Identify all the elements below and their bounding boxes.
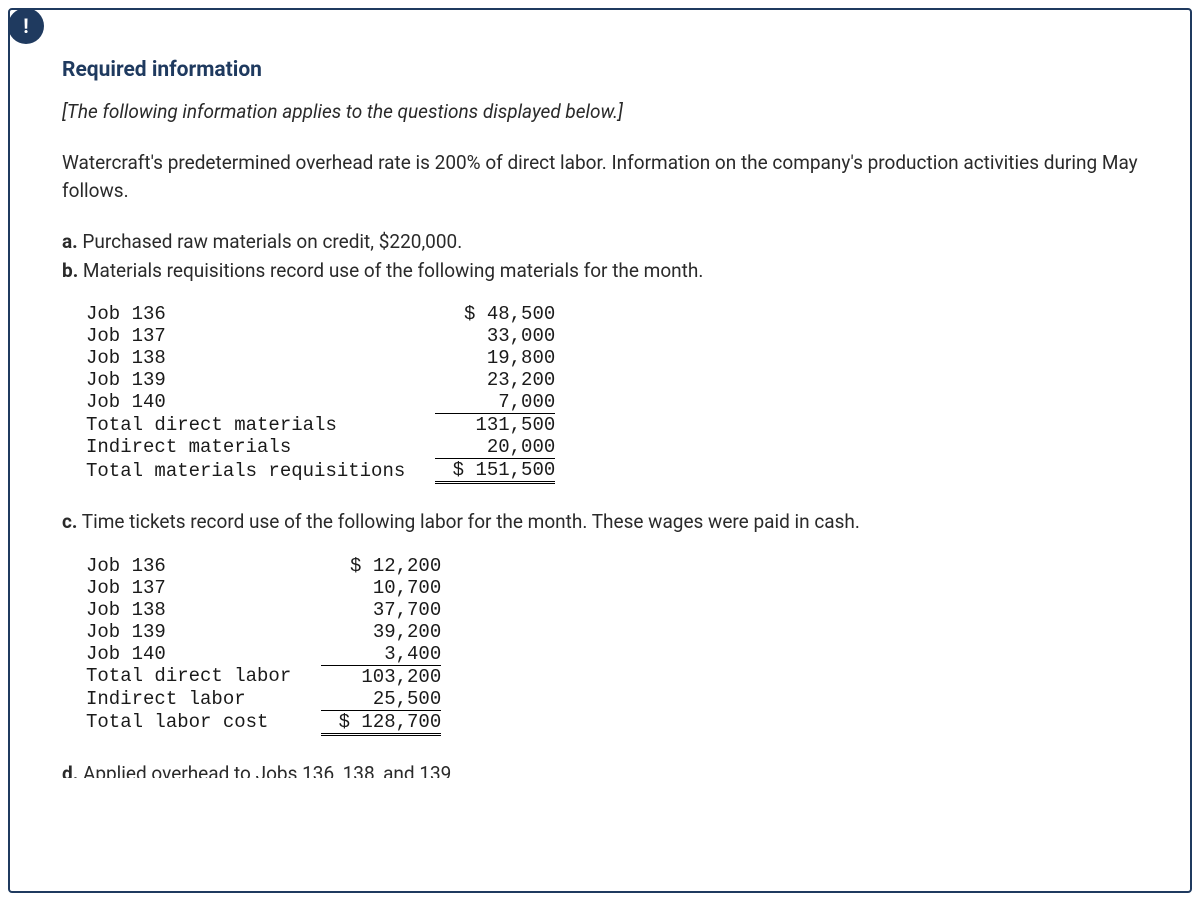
row-label: Job 137 <box>86 577 321 599</box>
table-row: Job 136$ 12,200 <box>86 555 441 577</box>
table-row: Job 1403,400 <box>86 643 441 666</box>
item-d-letter: d. <box>62 762 78 778</box>
item-c-text: Time tickets record use of the following… <box>82 510 860 533</box>
intro-note: [The following information applies to th… <box>62 100 1138 123</box>
item-c-letter: c. <box>62 510 77 533</box>
row-label: Job 139 <box>86 369 435 391</box>
alert-badge: ! <box>8 8 44 44</box>
item-a: a. Purchased raw materials on credit, $2… <box>62 228 1138 257</box>
row-label: Job 136 <box>86 555 321 577</box>
section-heading: Required information <box>62 58 1138 82</box>
row-label: Job 137 <box>86 325 435 347</box>
row-value: 23,200 <box>435 369 555 391</box>
table-row: Job 13710,700 <box>86 577 441 599</box>
exclamation-icon: ! <box>23 14 28 38</box>
table-row: Job 13923,200 <box>86 369 555 391</box>
item-d-text: Applied overhead to Jobs 136, 138, and 1… <box>83 762 451 778</box>
subtotal-row: Total direct materials131,500 <box>86 414 555 437</box>
table-row: Indirect materials20,000 <box>86 436 555 459</box>
total-row: Total labor cost$ 128,700 <box>86 710 441 734</box>
item-b-letter: b. <box>62 259 78 282</box>
row-label: Job 140 <box>86 643 321 666</box>
row-value: 20,000 <box>435 436 555 459</box>
row-value: 37,700 <box>321 599 441 621</box>
row-label: Job 138 <box>86 599 321 621</box>
row-label: Total labor cost <box>86 710 321 734</box>
row-label: Total direct labor <box>86 665 321 688</box>
table-row: Indirect labor25,500 <box>86 688 441 711</box>
materials-table: Job 136$ 48,500 Job 13733,000 Job 13819,… <box>86 303 555 484</box>
item-a-letter: a. <box>62 230 78 253</box>
row-label: Job 136 <box>86 303 435 325</box>
row-value: 3,400 <box>321 643 441 666</box>
table-row: Job 13733,000 <box>86 325 555 347</box>
item-b: b. Materials requisitions record use of … <box>62 257 1138 286</box>
row-value: $ 128,700 <box>321 710 441 734</box>
table-row: Job 13939,200 <box>86 621 441 643</box>
row-label: Job 140 <box>86 391 435 414</box>
row-value: 39,200 <box>321 621 441 643</box>
row-label: Indirect materials <box>86 436 435 459</box>
row-value: $ 12,200 <box>321 555 441 577</box>
table-row: Job 1407,000 <box>86 391 555 414</box>
row-value: $ 151,500 <box>435 459 555 483</box>
row-value: $ 48,500 <box>435 303 555 325</box>
table-row: Job 13819,800 <box>86 347 555 369</box>
row-label: Indirect labor <box>86 688 321 711</box>
table-row: Job 136$ 48,500 <box>86 303 555 325</box>
item-d-cutoff: d. Applied overhead to Jobs 136, 138, an… <box>62 760 1138 778</box>
row-value: 19,800 <box>435 347 555 369</box>
item-b-text: Materials requisitions record use of the… <box>83 259 703 282</box>
total-row: Total materials requisitions$ 151,500 <box>86 459 555 483</box>
row-label: Job 139 <box>86 621 321 643</box>
row-value: 7,000 <box>435 391 555 414</box>
row-value: 131,500 <box>435 414 555 437</box>
item-c: c. Time tickets record use of the follow… <box>62 508 1138 537</box>
row-label: Total materials requisitions <box>86 459 435 483</box>
row-value: 25,500 <box>321 688 441 711</box>
item-a-text: Purchased raw materials on credit, $220,… <box>82 230 462 253</box>
table-row: Job 13837,700 <box>86 599 441 621</box>
labor-table: Job 136$ 12,200 Job 13710,700 Job 13837,… <box>86 555 441 736</box>
row-value: 33,000 <box>435 325 555 347</box>
row-value: 10,700 <box>321 577 441 599</box>
row-label: Total direct materials <box>86 414 435 437</box>
row-value: 103,200 <box>321 665 441 688</box>
problem-statement: Watercraft's predetermined overhead rate… <box>62 149 1138 204</box>
subtotal-row: Total direct labor103,200 <box>86 665 441 688</box>
row-label: Job 138 <box>86 347 435 369</box>
content-frame: ! Required information [The following in… <box>8 8 1192 893</box>
